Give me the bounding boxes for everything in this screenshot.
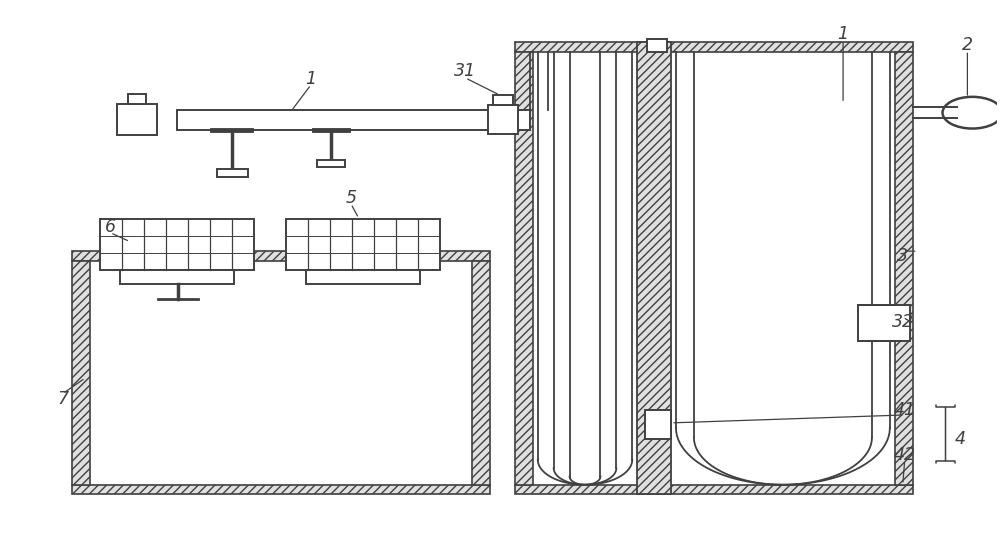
- Bar: [128, 93, 146, 104]
- Bar: [645, 410, 671, 439]
- Bar: [306, 270, 420, 285]
- Text: 31: 31: [454, 62, 476, 81]
- Text: 7: 7: [57, 390, 68, 408]
- Text: 1: 1: [838, 26, 849, 43]
- Bar: [120, 270, 234, 285]
- Bar: [515, 42, 913, 52]
- Bar: [90, 261, 472, 485]
- Bar: [317, 160, 345, 167]
- Bar: [895, 52, 913, 485]
- Bar: [117, 104, 157, 135]
- Bar: [493, 95, 513, 105]
- Bar: [472, 261, 490, 485]
- Bar: [488, 105, 518, 134]
- Bar: [72, 261, 90, 485]
- Text: 41: 41: [894, 400, 916, 419]
- Bar: [637, 42, 671, 494]
- Bar: [177, 109, 530, 130]
- Bar: [515, 485, 913, 494]
- Bar: [72, 251, 490, 261]
- Text: 32: 32: [892, 313, 914, 332]
- Text: 5: 5: [345, 189, 356, 207]
- Bar: [647, 38, 667, 52]
- Text: 1: 1: [306, 70, 317, 89]
- Bar: [533, 52, 895, 485]
- Text: 2: 2: [962, 36, 973, 54]
- Text: 42: 42: [894, 445, 916, 464]
- Bar: [286, 219, 440, 270]
- Bar: [515, 52, 533, 485]
- Bar: [72, 485, 490, 494]
- Text: 3: 3: [897, 247, 908, 265]
- Bar: [100, 219, 254, 270]
- Text: 4: 4: [955, 430, 966, 447]
- Text: 6: 6: [105, 218, 116, 237]
- Bar: [217, 169, 248, 177]
- Bar: [858, 305, 910, 341]
